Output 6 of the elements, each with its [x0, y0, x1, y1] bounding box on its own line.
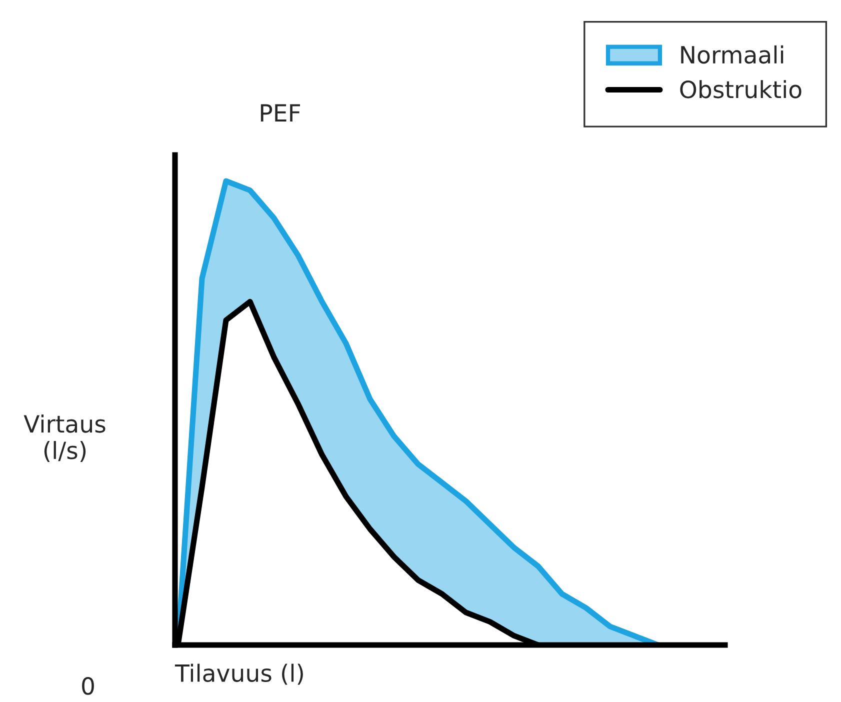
legend-label: Normaali [681, 45, 784, 64]
legend-label: Obstruktio [680, 80, 802, 98]
text: 0 [82, 676, 94, 695]
text: PEF [260, 104, 300, 122]
x-axis-title: Tilavuus (l) [174, 664, 303, 685]
y-axis-title: Virtaus (l/s) [24, 414, 106, 462]
